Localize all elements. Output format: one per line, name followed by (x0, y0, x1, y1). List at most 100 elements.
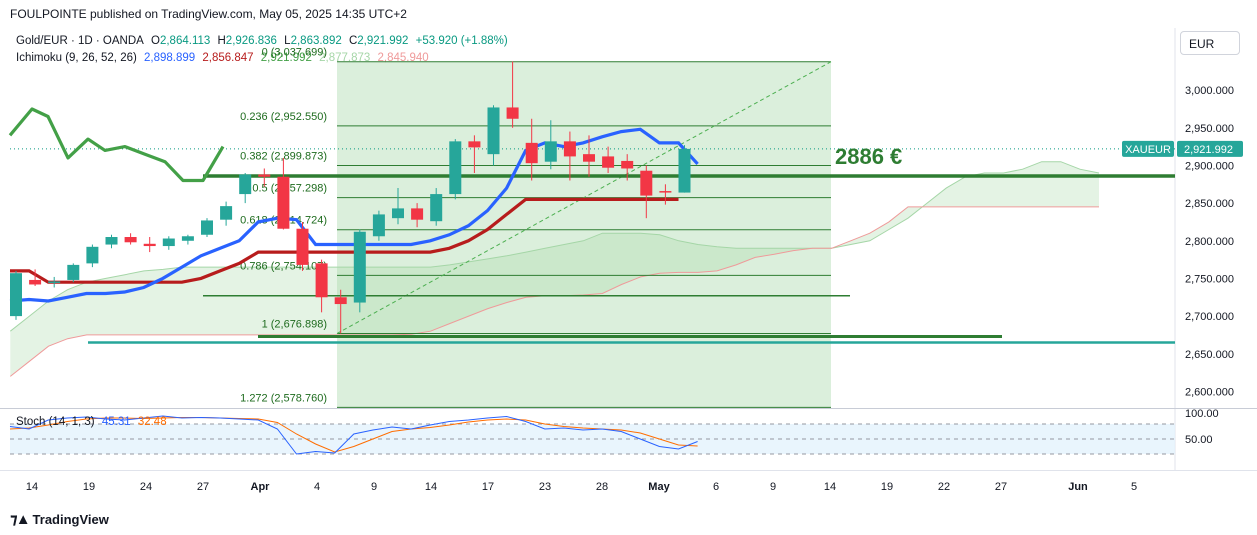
symbol-name: Gold/EUR · 1D · OANDA (16, 35, 144, 47)
candle (220, 201, 233, 226)
fib-level-label: 0.236 (2,952.550) (240, 111, 327, 123)
time-tick-label: 19 (83, 481, 95, 493)
low-label: L (284, 35, 291, 47)
symbol-ohlc-legend: Gold/EUR · 1D · OANDA O2,864.113 H2,926.… (16, 35, 512, 47)
candle (583, 135, 595, 177)
symbol-price-label-bg (1122, 140, 1174, 157)
candle (449, 139, 462, 200)
candle (602, 146, 615, 173)
time-tick-label: May (648, 481, 670, 493)
close-value: 2,921.992 (357, 35, 409, 47)
price-tick-label: 2,750.000 (1185, 273, 1234, 285)
fib-trend-line (336, 61, 832, 334)
candle-body (181, 236, 194, 241)
last-price-label: 2,921.992 (1184, 144, 1233, 156)
candle (201, 218, 213, 238)
price-annotation: 2886 € (835, 144, 902, 169)
candle (334, 289, 347, 334)
candle-body (602, 156, 615, 168)
price-tick-label: 2,900.000 (1185, 160, 1234, 172)
close-label: C (348, 35, 358, 47)
time-tick-label: Apr (251, 481, 271, 493)
fib-level-label: 1 (2,676.898) (262, 319, 327, 331)
low-value: 2,863.892 (290, 35, 342, 47)
candle-body (239, 174, 252, 195)
price-tick-label: 2,850.000 (1185, 198, 1234, 210)
candle (430, 188, 443, 226)
candle-body (544, 141, 557, 162)
price-tick-label: 2,950.000 (1185, 123, 1234, 135)
candle-body (29, 279, 42, 285)
candle-body (86, 246, 99, 264)
symbol-price-label: XAUEUR (1125, 144, 1171, 156)
candle (86, 244, 99, 268)
time-tick-label: 6 (713, 481, 719, 493)
fib-retracement-area (337, 61, 831, 408)
candle-body (10, 273, 22, 317)
candle-body (525, 142, 538, 164)
fib-level-label: 0.786 (2,754.107) (240, 260, 327, 272)
publisher-header: FOULPOINTE published on TradingView.com,… (10, 7, 407, 21)
candle-body (315, 263, 328, 298)
candle-body (67, 264, 80, 280)
ichimoku-lagging-value: 2,921.992 (260, 52, 312, 64)
candle (67, 263, 80, 283)
time-tick-label: 24 (140, 481, 152, 493)
tradingview-logo-text: TradingView (32, 511, 109, 527)
candle (544, 120, 557, 170)
candle-body (48, 281, 61, 283)
time-tick-label: Jun (1068, 481, 1088, 493)
ichimoku-senkou-b-value: 2,845.940 (377, 52, 429, 64)
candle (372, 210, 385, 241)
ichimoku-cloud (10, 161, 1099, 377)
candle (468, 135, 481, 173)
candle-body (372, 214, 385, 237)
candle-body (392, 208, 404, 219)
time-tick-label: 4 (314, 481, 320, 493)
candle (10, 270, 22, 320)
high-value: 2,926.836 (225, 35, 277, 47)
candle (29, 269, 42, 286)
time-tick-label: 17 (482, 481, 494, 493)
candle (525, 118, 538, 181)
stoch-d-value: 32.48 (137, 416, 167, 428)
candle (105, 234, 118, 249)
time-tick-label: 23 (539, 481, 551, 493)
candle (563, 131, 576, 181)
time-tick-label: 9 (770, 481, 776, 493)
fib-level-label: 0.382 (2,899.873) (240, 151, 327, 163)
currency-selector[interactable]: EUR (1180, 31, 1240, 55)
candle-body (659, 191, 672, 193)
candle-body (487, 107, 500, 155)
fib-level-label: 0 (3,037.699) (262, 47, 327, 59)
last-price-label-bg (1177, 140, 1243, 157)
candle (124, 233, 137, 245)
candle-body (105, 237, 118, 245)
candle-body (277, 176, 290, 229)
candle (411, 203, 424, 228)
kijun-sen-line (10, 197, 679, 284)
tradingview-logo[interactable]: ⁊▲ TradingView (10, 510, 109, 528)
candle-body (640, 170, 653, 196)
fib-level-label: 1.272 (2,578.760) (240, 392, 327, 404)
candle-body (353, 231, 366, 303)
candle (239, 172, 252, 204)
ichimoku-legend: Ichimoku (9, 26, 52, 26) 2,898.899 2,856… (16, 52, 433, 64)
stoch-tick-label: 100.00 (1185, 408, 1219, 420)
change-value: +53.920 (+1.88%) (415, 35, 508, 47)
open-value: 2,864.113 (159, 35, 211, 47)
tradingview-logo-icon: ⁊▲ (10, 511, 30, 528)
candle-body (621, 160, 634, 169)
fib-level-label: 0.5 (2,857.298) (252, 183, 327, 195)
candle-body (563, 141, 576, 157)
chikou-span-line (8, 107, 225, 183)
time-tick-label: 9 (371, 481, 377, 493)
candle (392, 188, 404, 225)
stoch-d-line (9, 417, 698, 453)
time-tick-label: 28 (596, 481, 608, 493)
candle (353, 229, 366, 313)
price-tick-label: 2,800.000 (1185, 236, 1234, 248)
stoch-name: Stoch (14, 1, 3) (16, 416, 95, 428)
candle (315, 259, 328, 313)
